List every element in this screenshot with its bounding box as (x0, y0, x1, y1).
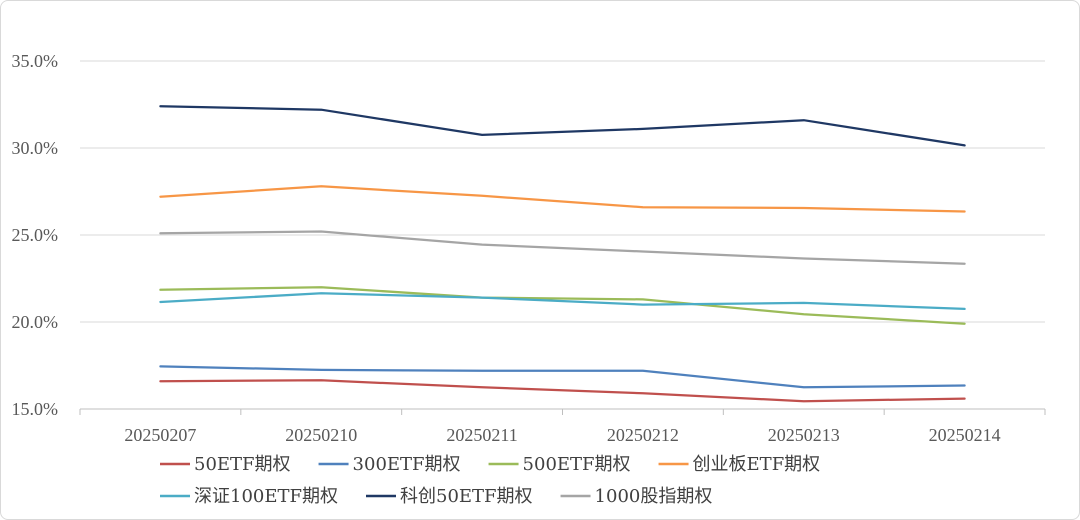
legend-item: 创业板ETF期权 (658, 454, 821, 475)
y-tick-label: 25.0% (12, 225, 59, 245)
y-tick-label: 35.0% (12, 51, 59, 71)
x-tick-label: 20250214 (929, 425, 1001, 445)
y-tick-label: 30.0% (12, 138, 59, 158)
legend-label: 创业板ETF期权 (693, 454, 821, 475)
x-tick-label: 20250211 (446, 425, 517, 445)
legend-label: 深证100ETF期权 (194, 486, 338, 507)
legend-item: 500ETF期权 (488, 454, 631, 475)
series-line (159, 105, 966, 147)
series-lines (159, 105, 966, 403)
x-tick-label: 20250207 (124, 425, 196, 445)
series-line (159, 365, 966, 389)
y-tick-label: 15.0% (12, 399, 59, 419)
gridlines (80, 60, 1045, 323)
legend-label: 300ETF期权 (353, 454, 461, 475)
series-line (159, 185, 966, 213)
series-line (159, 230, 966, 265)
legend-item: 深证100ETF期权 (160, 486, 338, 507)
y-tick-label: 20.0% (12, 312, 59, 332)
legend-label: 1000股指期权 (595, 486, 713, 507)
legend-label: 科创50ETF期权 (400, 486, 533, 507)
legend-item: 1000股指期权 (560, 486, 713, 507)
legend-label: 500ETF期权 (523, 454, 631, 475)
series-line (159, 286, 966, 325)
axes: 15.0% 20.0% 25.0% 30.0% 35.0% 20250207 2025021… (12, 51, 1046, 445)
series-line (159, 292, 966, 311)
legend-item: 科创50ETF期权 (366, 486, 533, 507)
x-tick-label: 20250212 (607, 425, 679, 445)
x-tick-label: 20250213 (768, 425, 840, 445)
legend-label: 50ETF期权 (194, 454, 291, 475)
legend: 50ETF期权 300ETF期权 500ETF期权 创业板ETF期权深证100ETF期… (160, 454, 820, 507)
series-line (159, 379, 966, 403)
legend-item: 50ETF期权 (160, 454, 291, 475)
x-tick-label: 20250210 (285, 425, 357, 445)
legend-item: 300ETF期权 (318, 454, 461, 475)
